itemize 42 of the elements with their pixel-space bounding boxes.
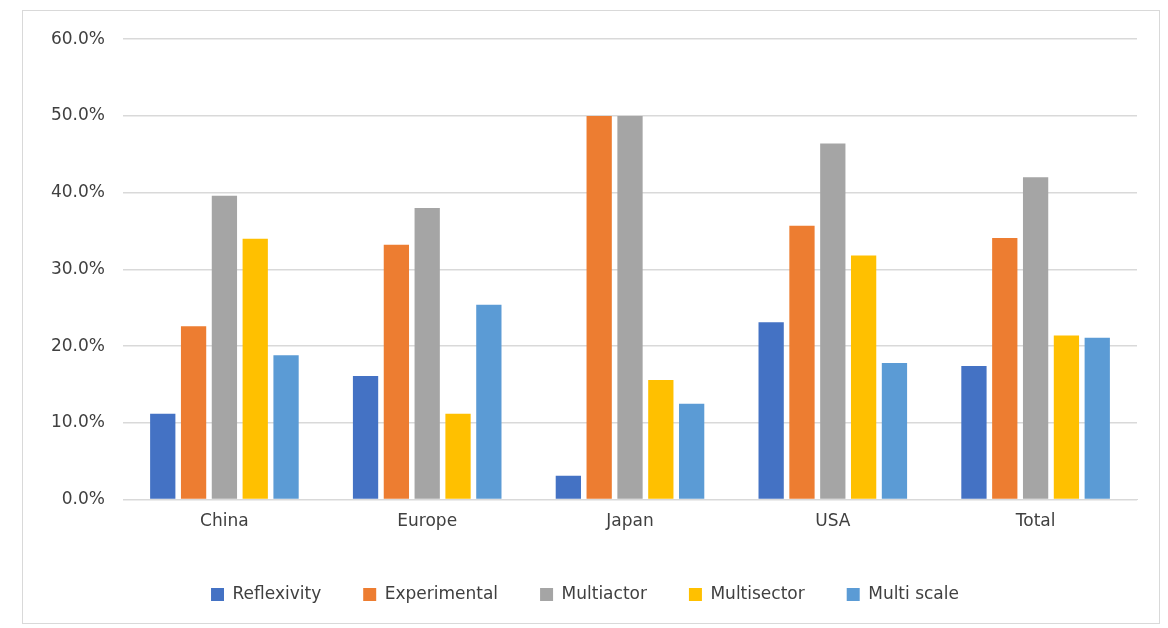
y-tick-label: 30.0%: [50, 257, 105, 278]
legend-label: Multisector: [710, 582, 805, 603]
bar: [820, 143, 846, 499]
bar: [352, 376, 379, 499]
bar: [992, 237, 1018, 499]
bar: [1084, 337, 1110, 499]
y-tick-label: 60.0%: [50, 27, 105, 48]
x-tick-label: USA: [815, 510, 851, 531]
bar: [1022, 177, 1049, 499]
bar: [617, 115, 643, 499]
y-tick-label: 20.0%: [50, 334, 105, 355]
bar: [445, 413, 471, 499]
bar: [555, 475, 581, 499]
bar: [211, 195, 238, 499]
bar: [961, 366, 987, 499]
bar: [383, 244, 410, 499]
bar: [242, 238, 268, 499]
y-tick-label: 50.0%: [50, 104, 105, 125]
y-tick-label: 40.0%: [50, 181, 105, 202]
bar: [850, 255, 877, 499]
bar: [1053, 335, 1080, 499]
legend-label: Reflexivity: [232, 582, 322, 603]
x-tick-label: Total: [1014, 510, 1056, 531]
x-tick-label: Japan: [605, 510, 654, 531]
y-tick-label: 0.0%: [61, 488, 105, 509]
bar: [758, 322, 784, 499]
bar: [679, 403, 705, 499]
x-tick-label: China: [200, 510, 249, 531]
legend-label: Multi scale: [868, 582, 959, 603]
bar: [273, 355, 299, 499]
bar: [150, 413, 176, 499]
legend-label: Experimental: [384, 582, 499, 603]
bar: [476, 304, 502, 499]
bar: [881, 363, 908, 499]
legend-label: Multiactor: [561, 582, 647, 603]
y-tick-label: 10.0%: [50, 411, 105, 432]
bar: [414, 208, 440, 499]
x-tick-label: Europe: [397, 510, 458, 531]
bar: [180, 326, 207, 499]
bar: [648, 379, 674, 499]
bar: [789, 225, 815, 499]
bar: [586, 115, 612, 499]
